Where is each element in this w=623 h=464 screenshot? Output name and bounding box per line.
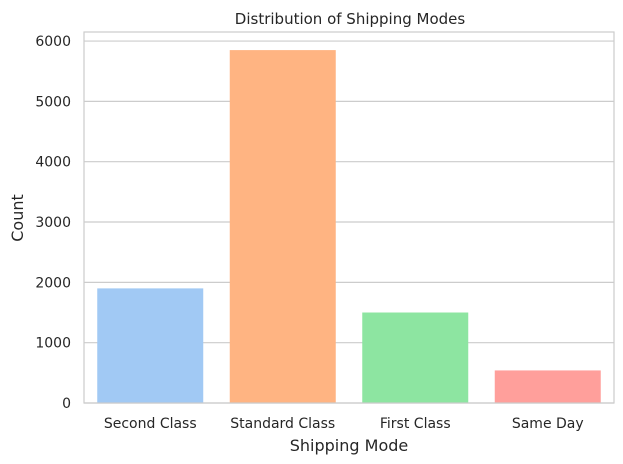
y-axis-label: Count bbox=[8, 194, 27, 242]
x-tick-labels: Second Class Standard Class First Class Sam… bbox=[104, 416, 584, 432]
x-tick-label: Second Class bbox=[104, 416, 197, 432]
bar-same-day bbox=[494, 370, 601, 403]
y-tick-label: 2000 bbox=[35, 275, 71, 291]
bar-standard-class bbox=[229, 50, 336, 403]
bars bbox=[97, 50, 601, 403]
chart-title: Distribution of Shipping Modes bbox=[235, 10, 466, 28]
bar-second-class bbox=[97, 288, 204, 403]
x-tick-label: First Class bbox=[380, 416, 451, 432]
bar-first-class bbox=[362, 312, 469, 403]
x-axis-label: Shipping Mode bbox=[290, 436, 408, 455]
y-tick-labels: 0 1000 2000 3000 4000 5000 6000 bbox=[35, 34, 71, 412]
y-tick-label: 1000 bbox=[35, 336, 71, 352]
y-tick-label: 3000 bbox=[35, 215, 71, 231]
y-tick-label: 4000 bbox=[35, 155, 71, 171]
x-tick-label: Same Day bbox=[512, 416, 584, 432]
x-tick-label: Standard Class bbox=[230, 416, 335, 432]
y-tick-label: 6000 bbox=[35, 34, 71, 50]
y-tick-label: 5000 bbox=[35, 94, 71, 110]
plot-frame bbox=[83, 31, 615, 404]
y-tick-label: 0 bbox=[62, 396, 71, 412]
